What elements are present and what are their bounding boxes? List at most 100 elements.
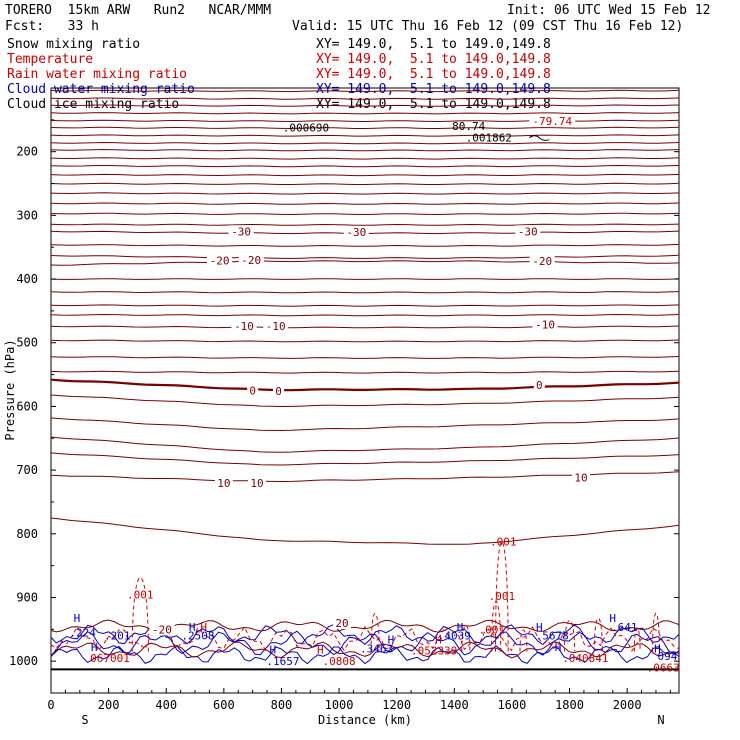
legend-cloud-ice: Cloud ice mixing ratio bbox=[7, 97, 180, 112]
rain-label: .052339 bbox=[411, 644, 457, 657]
label-backdrop bbox=[343, 225, 369, 238]
cloud-water-label: 094 bbox=[658, 650, 678, 663]
cloud-water-label: .1657 bbox=[266, 655, 299, 668]
temperature-isotherm bbox=[50, 212, 680, 216]
rain-contour bbox=[633, 627, 641, 652]
temperature-label: -30 bbox=[346, 226, 366, 239]
temperature-isotherm bbox=[50, 134, 680, 137]
label-backdrop bbox=[247, 384, 259, 397]
label-backdrop bbox=[238, 253, 264, 266]
temperature-isotherm bbox=[50, 370, 680, 374]
high-marker: H bbox=[536, 621, 543, 634]
temperature-label: -10 bbox=[234, 320, 254, 333]
valid-time: Valid: 15 UTC Thu 16 Feb 12 (09 CST Thu … bbox=[292, 19, 684, 34]
high-marker: H bbox=[609, 612, 616, 625]
x-end-label: N bbox=[657, 713, 664, 727]
legend-temperature-xy: XY= 149.0, 5.1 to 149.0,149.8 bbox=[316, 52, 551, 67]
temperature-label: -30 bbox=[231, 225, 251, 238]
rain-contour bbox=[651, 613, 660, 652]
label-backdrop bbox=[532, 318, 558, 331]
high-marker: H bbox=[388, 634, 395, 647]
model-title: TORERO 15km ARW Run2 NCAR/MMM bbox=[5, 3, 272, 18]
cloud-water-label: .5678 bbox=[536, 630, 569, 643]
temperature-label: -79.74 bbox=[532, 115, 572, 128]
legend-rain: Rain water mixing ratio bbox=[7, 67, 188, 82]
x-tick-label: 400 bbox=[155, 698, 177, 712]
temperature-isotherm bbox=[50, 313, 680, 317]
y-tick-label: 1000 bbox=[9, 654, 38, 668]
temperature-isotherm bbox=[50, 104, 680, 107]
temperature-label: -10 bbox=[535, 318, 555, 331]
rain-label: .001 bbox=[127, 588, 154, 601]
x-tick-label: 1400 bbox=[440, 698, 469, 712]
temperature-isotherm bbox=[50, 356, 680, 359]
cloud-water-label: .4039 bbox=[438, 630, 471, 643]
temperature-label: 0 bbox=[249, 385, 256, 398]
temperature-isotherm bbox=[50, 304, 680, 307]
rain-contour bbox=[593, 617, 603, 652]
rain-contour bbox=[50, 625, 680, 652]
temperature-label: 0 bbox=[275, 385, 282, 398]
legend-cloud-water-xy: XY= 149.0, 5.1 to 149.0,149.8 bbox=[316, 82, 551, 97]
y-axis-label: Pressure (hPa) bbox=[3, 339, 17, 440]
temperature-isotherm bbox=[50, 157, 680, 160]
label-backdrop bbox=[263, 320, 289, 333]
x-tick-label: 800 bbox=[271, 698, 293, 712]
legend-cloud-ice-xy: XY= 149.0, 5.1 to 149.0,149.8 bbox=[316, 97, 551, 112]
label-backdrop bbox=[247, 476, 266, 489]
high-marker: H bbox=[74, 612, 81, 625]
temperature-isotherm bbox=[50, 325, 680, 329]
y-tick-label: 400 bbox=[16, 272, 38, 286]
high-marker: H bbox=[435, 634, 442, 647]
x-tick-label: 1000 bbox=[325, 698, 354, 712]
high-marker: H bbox=[270, 644, 277, 657]
temperature-isotherm bbox=[50, 260, 680, 266]
rain-label: .040841 bbox=[562, 652, 608, 665]
temperature-label: 10 bbox=[217, 477, 230, 490]
label-backdrop bbox=[273, 385, 285, 398]
cloud-water-contour bbox=[50, 645, 680, 665]
cloud-ice-contour bbox=[528, 135, 550, 141]
y-tick-label: 900 bbox=[16, 590, 38, 604]
temperature-isotherm bbox=[50, 378, 680, 392]
y-tick-label: 200 bbox=[16, 145, 38, 159]
x-start-label: S bbox=[81, 713, 88, 727]
x-tick-label: 2000 bbox=[613, 698, 642, 712]
cloud-water-label: .2508 bbox=[181, 630, 214, 643]
label-backdrop bbox=[231, 320, 257, 333]
temperature-isotherm bbox=[50, 89, 680, 93]
cloud-water-label: .201 bbox=[104, 630, 131, 643]
label-backdrop bbox=[572, 471, 591, 484]
x-tick-label: 600 bbox=[213, 698, 235, 712]
plot-frame bbox=[50, 87, 680, 694]
temperature-label: 10 bbox=[250, 477, 263, 490]
temperature-label: -20 bbox=[241, 254, 261, 267]
temperature-isotherm bbox=[50, 517, 680, 545]
high-marker: H bbox=[91, 641, 98, 654]
rain-contour bbox=[494, 541, 509, 652]
cloud-water-label: .224 bbox=[69, 627, 96, 640]
temperature-label: -20 bbox=[210, 255, 230, 268]
temperature-label: 20 bbox=[335, 617, 348, 630]
temperature-isotherm bbox=[50, 417, 680, 432]
legend-snow-xy: XY= 149.0, 5.1 to 149.0,149.8 bbox=[316, 37, 551, 52]
temperature-label: 0 bbox=[536, 379, 543, 392]
temperature-isotherm bbox=[50, 119, 680, 123]
forecast-hour: Fcst: 33 h bbox=[5, 19, 99, 34]
temperature-isotherm bbox=[50, 223, 680, 226]
rain-contour bbox=[131, 577, 149, 652]
high-marker: H bbox=[654, 642, 661, 655]
label-backdrop bbox=[149, 623, 175, 636]
label-backdrop bbox=[228, 225, 254, 238]
temperature-isotherm bbox=[50, 243, 680, 247]
y-tick-label: 300 bbox=[16, 208, 38, 222]
rain-label: .0808 bbox=[323, 655, 356, 668]
temperature-isotherm bbox=[50, 254, 680, 259]
temperature-isotherm bbox=[50, 394, 680, 408]
y-tick-label: 800 bbox=[16, 527, 38, 541]
temperature-isotherm bbox=[50, 436, 680, 453]
temperature-isotherm bbox=[50, 202, 680, 205]
cloud-water-label: .3463 bbox=[360, 642, 393, 655]
rain-label: .0663 bbox=[647, 662, 680, 675]
label-backdrop bbox=[515, 225, 541, 238]
